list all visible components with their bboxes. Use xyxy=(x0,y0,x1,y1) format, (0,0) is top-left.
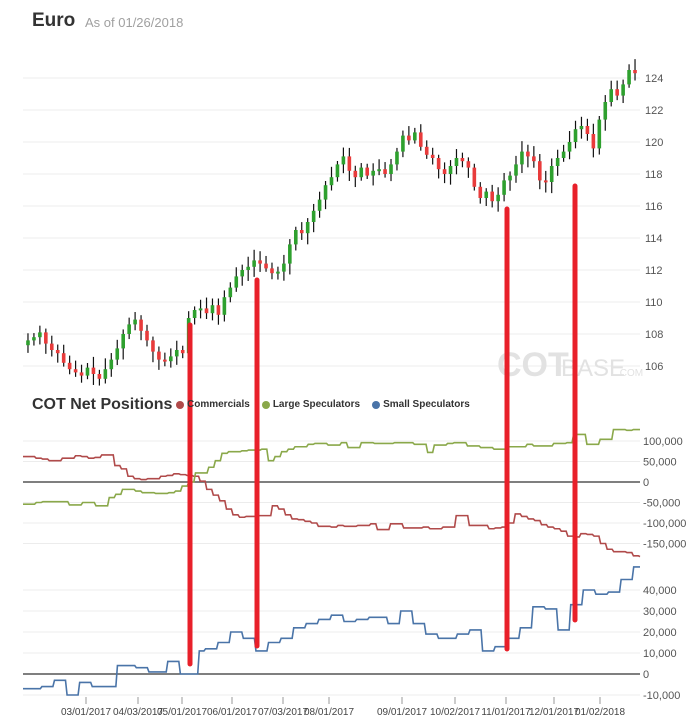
date-axis-label: 06/01/2017 xyxy=(207,707,257,718)
small-axis-label: -10,000 xyxy=(643,690,680,702)
date-axis-label: 11/01/2017 xyxy=(481,707,531,718)
large-speculators-dot-icon xyxy=(261,400,270,409)
small-axis-label: 20,000 xyxy=(643,627,677,639)
price-axis-label: 124 xyxy=(645,73,663,85)
legend-item-commercials[interactable]: Commercials xyxy=(176,399,250,410)
date-axis-label: 03/01/2017 xyxy=(61,707,111,718)
legend-item-small-speculators[interactable]: Small Speculators xyxy=(372,399,470,410)
price-axis-label: 122 xyxy=(645,105,663,117)
net-axis-label: 50,000 xyxy=(643,457,677,469)
net-axis-label: -50,000 xyxy=(643,498,680,510)
small-speculators-dot-icon xyxy=(372,400,381,409)
legend-label: Commercials xyxy=(187,399,250,410)
date-axis-label: 07/03/2017 xyxy=(258,707,308,718)
candlestick-series xyxy=(26,59,637,386)
small-speculators-line xyxy=(23,566,640,696)
commercials-line xyxy=(23,454,641,558)
small-axis-label: 40,000 xyxy=(643,585,677,597)
small-axis-label: 30,000 xyxy=(643,606,677,618)
date-axis-label: 10/02/2017 xyxy=(430,707,480,718)
price-axis-label: 110 xyxy=(645,297,663,309)
date-axis-label: 12/01/2017 xyxy=(529,707,579,718)
net-axis-label: 100,000 xyxy=(643,436,683,448)
price-axis-label: 120 xyxy=(645,137,663,149)
net-axis-label: 0 xyxy=(643,477,649,489)
small-axis-label: 0 xyxy=(643,669,649,681)
as-of-date: As of 01/26/2018 xyxy=(85,15,184,30)
svg-text:.COM: .COM xyxy=(617,368,643,379)
price-axis-label: 112 xyxy=(645,265,663,277)
legend-label: Large Speculators xyxy=(272,399,361,410)
price-axis-label: 118 xyxy=(645,169,663,181)
price-panel: 124 122 120 118 116 114 112 110 108 106 xyxy=(23,73,663,373)
small-axis-label: 10,000 xyxy=(643,648,677,660)
legend-label: Small Speculators xyxy=(383,399,470,410)
date-axis-label: 09/01/2017 xyxy=(377,707,427,718)
price-axis-label: 108 xyxy=(645,329,663,341)
instrument-title: Euro xyxy=(32,10,76,31)
small-speculators-panel: 40,000 30,000 20,000 10,000 0 -10,000 xyxy=(23,566,680,702)
commercials-dot-icon xyxy=(176,400,184,409)
price-axis-label: 116 xyxy=(645,201,663,213)
date-axis-label: 08/01/2017 xyxy=(304,707,354,718)
red-annotation-bars xyxy=(187,183,578,667)
large-speculators-line xyxy=(23,428,640,507)
net-axis-label: -100,000 xyxy=(643,518,686,530)
net-axis-label: -150,000 xyxy=(643,539,686,551)
cot-legend: Commercials Large Speculators Small Spec… xyxy=(176,399,470,410)
date-axis-label: 05/01/2017 xyxy=(157,707,207,718)
legend-item-large-speculators[interactable]: Large Speculators xyxy=(261,399,361,410)
price-axis-label: 106 xyxy=(645,361,663,373)
svg-text:BASE: BASE xyxy=(561,355,625,382)
net-positions-panel: 100,000 50,000 0 -50,000 -100,000 -150,000 xyxy=(23,428,686,558)
cot-section-title: COT Net Positions xyxy=(32,396,173,413)
price-axis-label: 114 xyxy=(645,233,663,245)
date-axis-label: 04/03/2017 xyxy=(113,707,163,718)
date-axis-label: 01/02/2018 xyxy=(575,707,625,718)
